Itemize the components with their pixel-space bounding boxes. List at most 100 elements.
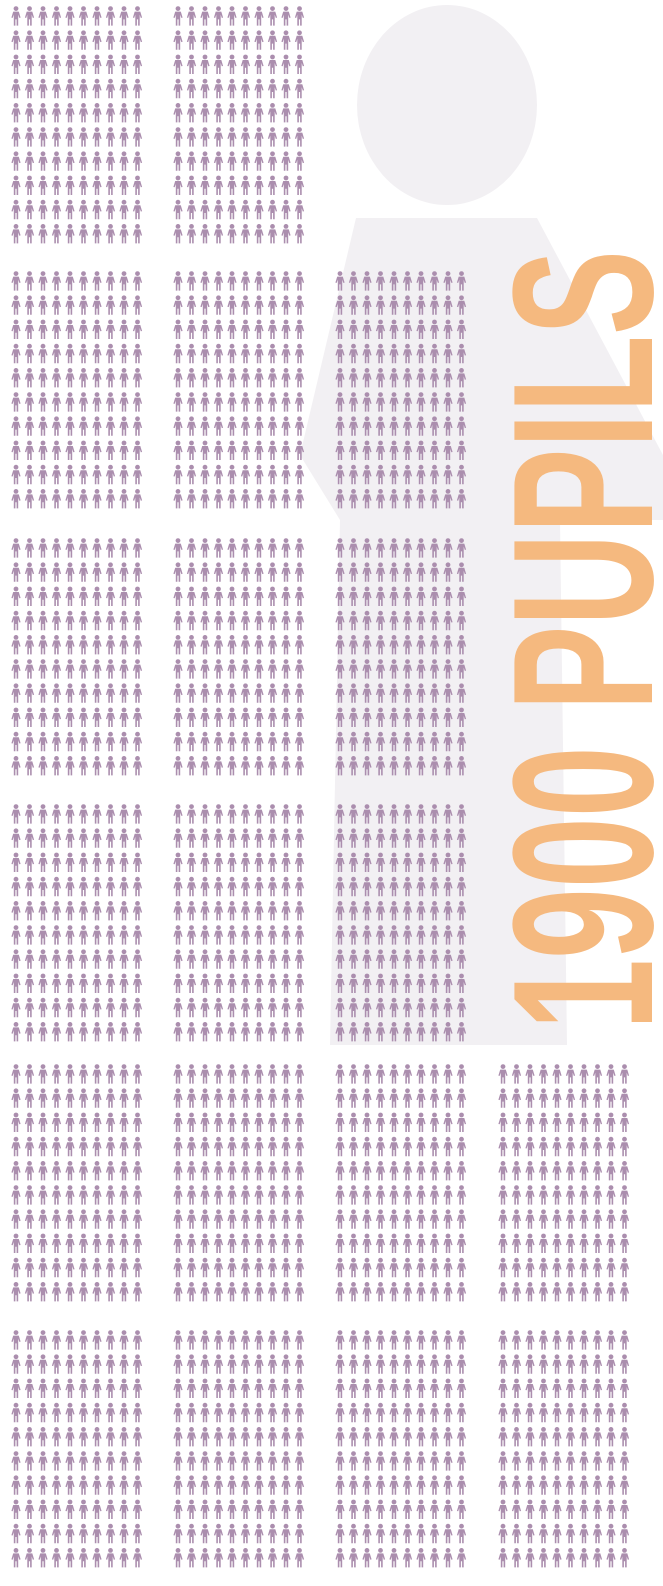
pupil-icon — [65, 176, 74, 195]
pupil-icon — [593, 1088, 602, 1107]
pupil-icon — [376, 1234, 385, 1253]
pupil-icon — [539, 1209, 548, 1228]
pupil-icon — [214, 1524, 223, 1543]
pupil-icon — [214, 732, 223, 751]
pupil-icon — [214, 901, 223, 920]
pupil-icon — [79, 562, 88, 581]
pupil-icon — [133, 344, 142, 363]
pupil-icon — [281, 1524, 290, 1543]
pupil-icon — [512, 1330, 521, 1349]
pupil-icon — [214, 974, 223, 993]
pupil-icon — [11, 562, 20, 581]
pupil-icon — [92, 901, 101, 920]
pupil-icon — [79, 1354, 88, 1373]
pupil-icon — [200, 756, 209, 775]
pupil-icon — [241, 392, 250, 411]
pupil-icon — [106, 176, 115, 195]
pupil-icon — [52, 853, 61, 872]
pupil-icon — [106, 465, 115, 484]
pupil-icon — [241, 1500, 250, 1519]
pupil-icon — [65, 1500, 74, 1519]
pupil-icon — [79, 79, 88, 98]
pupil-icon — [593, 1282, 602, 1301]
pupil-icon — [281, 1282, 290, 1301]
pupil-icon — [38, 1088, 47, 1107]
pupil-icon — [525, 1161, 534, 1180]
pupil-icon — [119, 587, 128, 606]
pupil-icon — [65, 949, 74, 968]
pupil-icon — [403, 1234, 412, 1253]
pupil-icon — [241, 151, 250, 170]
pupil-icon — [227, 127, 236, 146]
pupil-icon — [200, 368, 209, 387]
pupil-icon — [606, 1161, 615, 1180]
pupil-icon — [268, 416, 277, 435]
pupil-icon — [552, 1209, 561, 1228]
pupil-icon — [552, 1282, 561, 1301]
pupil-icon — [38, 708, 47, 727]
pupil-icon — [268, 1427, 277, 1446]
pupil-icon — [227, 538, 236, 557]
pupil-icon — [254, 271, 263, 290]
pupil-icon — [214, 635, 223, 654]
pupil-icon — [119, 949, 128, 968]
pupil-icon — [566, 1088, 575, 1107]
pupil-icon — [106, 151, 115, 170]
pupil-icon — [200, 176, 209, 195]
pupil-icon — [92, 562, 101, 581]
pupil-icon — [187, 732, 196, 751]
pupil-icon — [443, 1258, 452, 1277]
pupil-icon — [281, 1161, 290, 1180]
pupil-icon — [579, 1500, 588, 1519]
pupil-icon — [579, 1209, 588, 1228]
pupil-icon — [281, 1427, 290, 1446]
pupil-icon — [11, 1524, 20, 1543]
pupil-icon — [241, 708, 250, 727]
pupil-icon — [268, 344, 277, 363]
pupil-icon — [552, 1161, 561, 1180]
pupil-icon — [65, 127, 74, 146]
pupil-icon — [92, 127, 101, 146]
pupil-icon — [65, 1379, 74, 1398]
pupil-icon — [254, 1451, 263, 1470]
pupil-icon — [52, 901, 61, 920]
pupil-icon — [52, 949, 61, 968]
pupil-icon — [133, 441, 142, 460]
pupil-icon — [457, 1427, 466, 1446]
pupil-icon — [403, 1088, 412, 1107]
pupil-icon — [133, 901, 142, 920]
pupil-icon — [200, 1185, 209, 1204]
pupil-icon — [106, 877, 115, 896]
pupil-icon — [11, 176, 20, 195]
pupil-icon — [241, 1022, 250, 1041]
pupil-icon — [173, 828, 182, 847]
pupil-icon — [11, 271, 20, 290]
pupil-icon — [268, 1500, 277, 1519]
pupil-icon — [119, 1185, 128, 1204]
pupil-icon — [606, 1113, 615, 1132]
pupil-icon — [52, 1524, 61, 1543]
pupil-icon — [227, 320, 236, 339]
pupil-icon — [227, 103, 236, 122]
pupil-icon — [25, 1282, 34, 1301]
pupil-icon — [187, 1548, 196, 1567]
pupil-icon — [389, 1524, 398, 1543]
pupil-icon — [106, 1137, 115, 1156]
pupil-icon — [65, 587, 74, 606]
pupil-icon — [200, 1137, 209, 1156]
pupil-icon — [106, 538, 115, 557]
pupil-icon — [335, 1500, 344, 1519]
pupil-icon — [362, 1234, 371, 1253]
pupil-icon — [254, 1209, 263, 1228]
pupil-icon — [38, 1475, 47, 1494]
pupil-icon — [566, 1185, 575, 1204]
pupil-icon — [430, 1330, 439, 1349]
pupil-icon — [79, 224, 88, 243]
pupil-icon — [443, 1161, 452, 1180]
pupil-icon — [389, 1451, 398, 1470]
pupil-icon — [376, 1185, 385, 1204]
pupil-icon — [133, 6, 142, 25]
pupil-icon — [281, 224, 290, 243]
pupil-icon — [241, 925, 250, 944]
pupil-icon — [79, 708, 88, 727]
